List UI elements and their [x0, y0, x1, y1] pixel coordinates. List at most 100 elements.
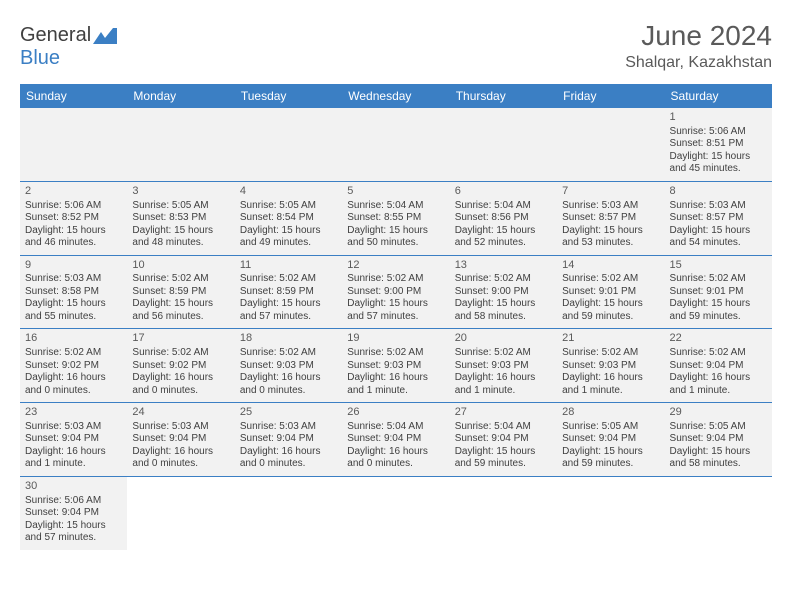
sunrise-line: Sunrise: 5:02 AM [25, 347, 122, 360]
calendar-cell: 13Sunrise: 5:02 AMSunset: 9:00 PMDayligh… [450, 255, 557, 329]
calendar-cell: 19Sunrise: 5:02 AMSunset: 9:03 PMDayligh… [342, 329, 449, 403]
calendar-cell: 21Sunrise: 5:02 AMSunset: 9:03 PMDayligh… [557, 329, 664, 403]
calendar-cell [665, 476, 772, 549]
sunrise-line: Sunrise: 5:02 AM [455, 273, 552, 286]
brand-text: GeneralBlue [20, 24, 117, 70]
title-block: June 2024 Shalqar, Kazakhstan [625, 20, 772, 72]
daylight-line: Daylight: 16 hours and 1 minute. [347, 372, 444, 397]
sunset-line: Sunset: 9:03 PM [562, 360, 659, 373]
day-number: 9 [25, 259, 122, 273]
sunset-line: Sunset: 8:59 PM [240, 286, 337, 299]
daylight-line: Daylight: 16 hours and 1 minute. [562, 372, 659, 397]
calendar-cell: 5Sunrise: 5:04 AMSunset: 8:55 PMDaylight… [342, 181, 449, 255]
calendar-cell [20, 108, 127, 181]
daylight-line: Daylight: 15 hours and 54 minutes. [670, 225, 767, 250]
calendar-cell: 22Sunrise: 5:02 AMSunset: 9:04 PMDayligh… [665, 329, 772, 403]
calendar-week: 1Sunrise: 5:06 AMSunset: 8:51 PMDaylight… [20, 108, 772, 181]
calendar-cell: 29Sunrise: 5:05 AMSunset: 9:04 PMDayligh… [665, 403, 772, 477]
calendar-cell: 7Sunrise: 5:03 AMSunset: 8:57 PMDaylight… [557, 181, 664, 255]
sunset-line: Sunset: 9:04 PM [240, 433, 337, 446]
sunrise-line: Sunrise: 5:02 AM [670, 347, 767, 360]
calendar-cell: 11Sunrise: 5:02 AMSunset: 8:59 PMDayligh… [235, 255, 342, 329]
day-number: 22 [670, 332, 767, 346]
flag-icon [93, 28, 117, 44]
day-header: Sunday [20, 84, 127, 108]
day-number: 8 [670, 185, 767, 199]
day-number: 2 [25, 185, 122, 199]
daylight-line: Daylight: 15 hours and 56 minutes. [132, 298, 229, 323]
calendar-cell: 28Sunrise: 5:05 AMSunset: 9:04 PMDayligh… [557, 403, 664, 477]
day-header: Saturday [665, 84, 772, 108]
calendar-cell: 20Sunrise: 5:02 AMSunset: 9:03 PMDayligh… [450, 329, 557, 403]
sunrise-line: Sunrise: 5:03 AM [132, 421, 229, 434]
daylight-line: Daylight: 16 hours and 0 minutes. [132, 372, 229, 397]
calendar-cell [450, 108, 557, 181]
calendar-cell [450, 476, 557, 549]
day-number: 28 [562, 406, 659, 420]
day-header: Thursday [450, 84, 557, 108]
calendar-week: 30Sunrise: 5:06 AMSunset: 9:04 PMDayligh… [20, 476, 772, 549]
day-header: Monday [127, 84, 234, 108]
calendar-cell: 24Sunrise: 5:03 AMSunset: 9:04 PMDayligh… [127, 403, 234, 477]
day-header: Wednesday [342, 84, 449, 108]
day-number: 15 [670, 259, 767, 273]
header: GeneralBlue June 2024 Shalqar, Kazakhsta… [20, 20, 772, 72]
sunset-line: Sunset: 8:52 PM [25, 212, 122, 225]
sunset-line: Sunset: 8:53 PM [132, 212, 229, 225]
day-number: 19 [347, 332, 444, 346]
sunrise-line: Sunrise: 5:04 AM [455, 200, 552, 213]
calendar-cell: 27Sunrise: 5:04 AMSunset: 9:04 PMDayligh… [450, 403, 557, 477]
sunset-line: Sunset: 8:51 PM [670, 138, 767, 151]
sunrise-line: Sunrise: 5:02 AM [562, 273, 659, 286]
daylight-line: Daylight: 15 hours and 46 minutes. [25, 225, 122, 250]
calendar-cell: 30Sunrise: 5:06 AMSunset: 9:04 PMDayligh… [20, 476, 127, 549]
daylight-line: Daylight: 15 hours and 52 minutes. [455, 225, 552, 250]
sunrise-line: Sunrise: 5:02 AM [670, 273, 767, 286]
daylight-line: Daylight: 15 hours and 58 minutes. [670, 446, 767, 471]
sunrise-line: Sunrise: 5:03 AM [670, 200, 767, 213]
calendar-week: 23Sunrise: 5:03 AMSunset: 9:04 PMDayligh… [20, 403, 772, 477]
calendar-table: SundayMondayTuesdayWednesdayThursdayFrid… [20, 84, 772, 550]
daylight-line: Daylight: 16 hours and 0 minutes. [25, 372, 122, 397]
sunrise-line: Sunrise: 5:02 AM [240, 273, 337, 286]
calendar-week: 16Sunrise: 5:02 AMSunset: 9:02 PMDayligh… [20, 329, 772, 403]
sunset-line: Sunset: 9:02 PM [25, 360, 122, 373]
sunset-line: Sunset: 9:00 PM [455, 286, 552, 299]
daylight-line: Daylight: 15 hours and 58 minutes. [455, 298, 552, 323]
daylight-line: Daylight: 16 hours and 0 minutes. [347, 446, 444, 471]
sunset-line: Sunset: 9:04 PM [25, 433, 122, 446]
sunset-line: Sunset: 9:04 PM [562, 433, 659, 446]
daylight-line: Daylight: 16 hours and 1 minute. [25, 446, 122, 471]
day-number: 13 [455, 259, 552, 273]
sunrise-line: Sunrise: 5:06 AM [25, 495, 122, 508]
sunset-line: Sunset: 9:01 PM [670, 286, 767, 299]
day-number: 1 [670, 111, 767, 125]
calendar-body: 1 Sunrise: 5:06 AM Sunset: 8:51 PM Daylight… [20, 108, 772, 550]
day-number: 26 [347, 406, 444, 420]
sunset-line: Sunset: 8:55 PM [347, 212, 444, 225]
calendar-cell: 12Sunrise: 5:02 AMSunset: 9:00 PMDayligh… [342, 255, 449, 329]
sunrise-line: Sunrise: 5:04 AM [347, 200, 444, 213]
calendar-cell: 18Sunrise: 5:02 AMSunset: 9:03 PMDayligh… [235, 329, 342, 403]
sunrise-line: Sunrise: 5:02 AM [132, 273, 229, 286]
day-number: 12 [347, 259, 444, 273]
calendar-header-row: SundayMondayTuesdayWednesdayThursdayFrid… [20, 84, 772, 108]
calendar-cell: 8Sunrise: 5:03 AMSunset: 8:57 PMDaylight… [665, 181, 772, 255]
sunrise-line: Sunrise: 5:03 AM [240, 421, 337, 434]
sunset-line: Sunset: 9:03 PM [240, 360, 337, 373]
calendar-cell [235, 476, 342, 549]
day-number: 17 [132, 332, 229, 346]
calendar-cell [127, 108, 234, 181]
sunset-line: Sunset: 8:54 PM [240, 212, 337, 225]
sunset-line: Sunset: 9:03 PM [455, 360, 552, 373]
daylight-line: Daylight: 16 hours and 1 minute. [670, 372, 767, 397]
day-number: 5 [347, 185, 444, 199]
calendar-page: GeneralBlue June 2024 Shalqar, Kazakhsta… [0, 0, 792, 560]
daylight-line: Daylight: 15 hours and 50 minutes. [347, 225, 444, 250]
sunset-line: Sunset: 8:58 PM [25, 286, 122, 299]
calendar-cell: 16Sunrise: 5:02 AMSunset: 9:02 PMDayligh… [20, 329, 127, 403]
calendar-cell: 17Sunrise: 5:02 AMSunset: 9:02 PMDayligh… [127, 329, 234, 403]
sunset-line: Sunset: 8:57 PM [562, 212, 659, 225]
sunrise-line: Sunrise: 5:05 AM [132, 200, 229, 213]
sunset-line: Sunset: 9:01 PM [562, 286, 659, 299]
